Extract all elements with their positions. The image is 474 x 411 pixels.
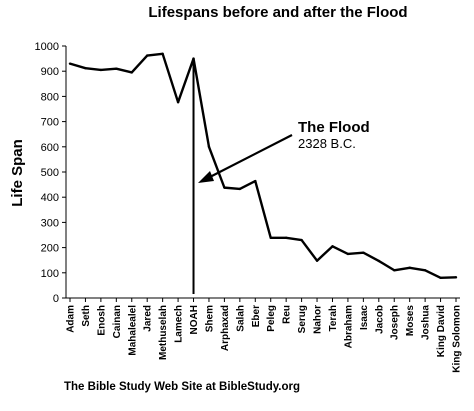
data-point: [254, 179, 257, 183]
x-tick-label: Salah: [235, 305, 246, 332]
y-tick-label: 0: [53, 293, 59, 305]
x-tick-label: Joseph: [390, 305, 401, 340]
x-tick-label: Joshua: [421, 305, 432, 340]
data-point: [408, 266, 411, 269]
x-tick-label: Reu: [282, 305, 293, 324]
x-tick-label: Adam: [66, 305, 77, 333]
axes: [65, 46, 460, 299]
data-point: [284, 236, 288, 239]
series-line: [69, 52, 457, 280]
footer-credit: The Bible Study Web Site at BibleStudy.o…: [64, 381, 300, 393]
x-tick-label: Shem: [204, 305, 215, 332]
series-group: [68, 52, 458, 280]
y-tick-label: 400: [41, 192, 59, 204]
y-tick-label: 100: [41, 268, 59, 280]
data-point: [146, 54, 149, 57]
x-tick-label: Abraham: [343, 305, 354, 348]
x-tick-label: Moses: [405, 305, 416, 337]
data-point: [161, 52, 164, 56]
x-tick-label: King Solomon: [452, 305, 463, 373]
data-point: [223, 186, 226, 189]
x-tick-label: Mahalealel: [127, 305, 138, 356]
data-point: [207, 145, 211, 148]
x-tick-label: Serug: [297, 305, 308, 333]
annotation-subtitle: 2328 B.C.: [298, 136, 356, 151]
x-tick-label: Peleg: [266, 305, 277, 332]
data-point: [393, 269, 396, 272]
x-tick-label: King David: [436, 305, 447, 357]
x-tick-label: Eber: [251, 305, 262, 327]
data-point: [115, 67, 118, 70]
data-point: [192, 57, 195, 60]
chart-title: Lifespans before and after the Flood: [148, 4, 407, 21]
x-tick-label: Seth: [81, 305, 92, 327]
x-tick-label: Terah: [328, 305, 339, 332]
annotation-arrowhead: [198, 171, 214, 183]
data-point: [238, 187, 242, 191]
data-point: [454, 276, 458, 279]
data-point: [68, 62, 72, 65]
data-point: [84, 66, 87, 70]
y-tick-label: 900: [41, 66, 59, 78]
y-tick-label: 500: [41, 167, 59, 179]
y-axis-label: Life Span: [9, 139, 26, 207]
data-point: [423, 269, 427, 272]
y-tick-label: 1000: [35, 41, 59, 53]
data-point: [439, 276, 442, 280]
y-ticks: 0 100 200 300 400 500 600 700 800 900 1000: [35, 41, 66, 305]
data-point: [377, 259, 380, 263]
annotation-group: The Flood 2328 B.C.: [198, 119, 370, 183]
x-tick-label: Methuselah: [158, 305, 169, 360]
data-point: [269, 236, 272, 239]
x-tick-label: Enosh: [96, 305, 107, 336]
y-tick-label: 200: [41, 243, 59, 255]
x-tick-label: Isaac: [359, 305, 370, 330]
x-tick-label: Jared: [143, 305, 154, 332]
x-tick-label: Jacob: [374, 305, 385, 334]
data-point: [346, 252, 350, 256]
data-point: [331, 245, 334, 248]
data-point: [362, 251, 365, 254]
data-point: [176, 100, 180, 104]
data-point: [99, 68, 103, 72]
x-tick-label: Nahor: [313, 305, 324, 334]
data-point: [315, 259, 319, 262]
annotation-title: The Flood: [298, 119, 370, 136]
y-tick-label: 800: [41, 91, 59, 103]
data-point: [130, 71, 133, 74]
y-tick-label: 300: [41, 217, 59, 229]
data-point: [300, 238, 303, 242]
y-tick-label: 700: [41, 117, 59, 129]
annotation-arrow: [205, 134, 293, 180]
x-tick-label: Arphaxad: [220, 305, 231, 351]
x-tick-label: NOAH: [189, 305, 200, 334]
x-ticks: Adam Seth Enosh Cainan Mahalealel Jared Methus…: [66, 298, 463, 373]
x-tick-label: Cainan: [112, 305, 123, 338]
x-tick-label: Lamech: [174, 305, 185, 343]
y-tick-label: 600: [41, 142, 59, 154]
